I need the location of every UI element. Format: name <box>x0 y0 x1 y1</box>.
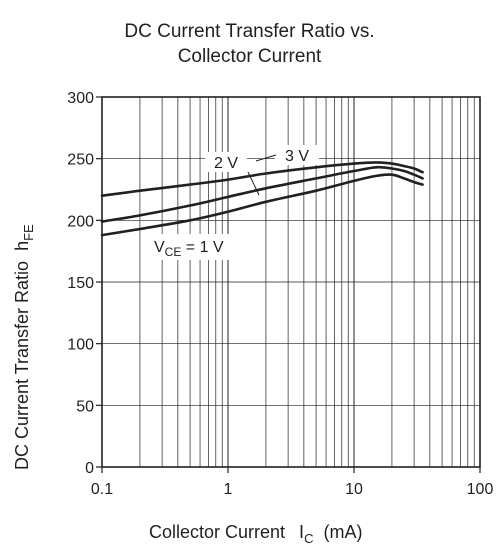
series-lines <box>100 161 424 237</box>
series-label-2v: 2 V <box>205 152 247 172</box>
axis-ticks: 0 50 100 150 200 250 300 0.1 1 10 100 <box>67 90 493 498</box>
y-tick-label: 250 <box>67 152 94 169</box>
series-label-2v-text: 2 V <box>214 155 238 172</box>
series-label-3v: 3 V <box>275 145 319 165</box>
x-axis-label: Collector Current IC (mA) <box>149 522 362 546</box>
series-line-3 <box>100 173 424 237</box>
x-tick-label: 10 <box>345 481 363 498</box>
y-tick-label: 200 <box>67 213 94 230</box>
leader-line-2v <box>247 171 260 196</box>
x-tick-label: 100 <box>467 481 494 498</box>
leader-line-3v <box>255 154 277 162</box>
y-tick-label: 300 <box>67 90 94 107</box>
series-line-1 <box>100 161 424 197</box>
series-label-1v: VCE = 1 V <box>150 234 240 260</box>
y-tick-label: 50 <box>76 398 94 415</box>
y-axis-label: DC Current Transfer RatiohFE <box>12 224 36 470</box>
series-label-3v-text: 3 V <box>285 148 309 165</box>
x-tick-label: 1 <box>224 481 233 498</box>
x-tick-label: 0.1 <box>91 481 113 498</box>
y-tick-label: 0 <box>85 460 94 477</box>
y-tick-label: 100 <box>67 337 94 354</box>
chart-title-line-1: DC Current Transfer Ratio vs. <box>124 21 375 42</box>
chart-title-line-2: Collector Current <box>177 46 322 67</box>
series-line-2 <box>100 165 424 223</box>
series-label-1v-text: VCE = 1 V <box>154 239 224 259</box>
y-tick-label: 150 <box>67 275 94 292</box>
